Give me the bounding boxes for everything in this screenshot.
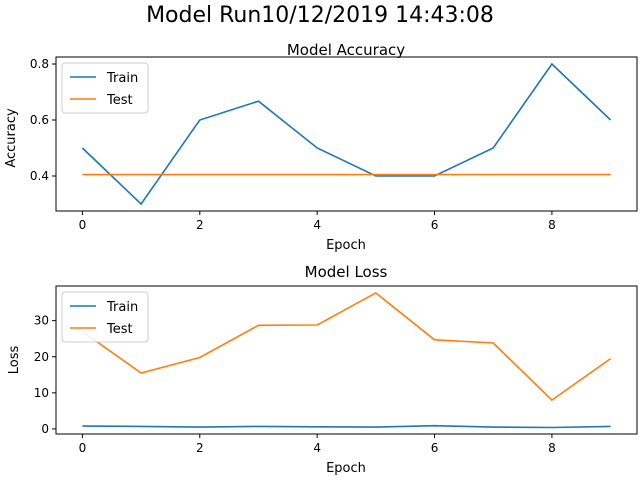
accuracy-x-tick-label: 0 <box>79 218 87 232</box>
loss-x-tick-label: 6 <box>431 441 439 455</box>
loss-plot-frame <box>55 285 638 435</box>
figure-title: Model Run10/12/2019 14:43:08 <box>146 3 494 28</box>
accuracy-y-tick-label: 0.6 <box>30 113 49 127</box>
loss-x-tick-label: 0 <box>79 441 87 455</box>
loss-legend-label: Train <box>106 300 138 315</box>
accuracy-y-tick-label: 0.8 <box>30 57 49 71</box>
loss-legend: Train Test <box>61 291 149 343</box>
loss-y-tick-label: 0 <box>41 422 49 436</box>
loss-y-tick-label: 10 <box>34 386 49 400</box>
loss-series-train-line <box>82 424 611 429</box>
loss-legend-box <box>61 291 149 343</box>
accuracy-plot-frame <box>55 56 638 212</box>
accuracy-x-tick-label: 2 <box>196 218 204 232</box>
accuracy-legend-box <box>61 62 149 114</box>
loss-series-test-line <box>81 291 612 402</box>
accuracy-chart-title: Model Accuracy <box>287 41 405 59</box>
accuracy-panel: Model Accuracy Epoch Accuracy 0 2 4 6 8 0.4 0.… <box>4 41 638 253</box>
accuracy-x-tick-label: 8 <box>548 218 556 232</box>
loss-x-tick-label: 8 <box>548 441 556 455</box>
accuracy-legend: Train Test <box>61 62 149 114</box>
accuracy-x-axis-label: Epoch <box>326 238 366 253</box>
accuracy-x-tick-label: 6 <box>431 218 439 232</box>
loss-x-tick-label: 4 <box>313 441 321 455</box>
loss-y-tick-label: 30 <box>34 314 49 328</box>
loss-series-layer <box>81 291 612 429</box>
loss-chart-title: Model Loss <box>305 263 388 281</box>
loss-y-tick-label: 20 <box>34 350 49 364</box>
accuracy-y-tick-label: 0.4 <box>30 169 49 183</box>
accuracy-legend-label: Train <box>106 71 138 86</box>
loss-ticks-layer: 0 2 4 6 8 0 10 20 30 <box>34 314 556 455</box>
accuracy-legend-label: Test <box>106 93 133 108</box>
loss-x-tick-label: 2 <box>196 441 204 455</box>
loss-panel: Model Loss Epoch Loss 0 2 4 6 8 0 10 20 30 Train… <box>7 263 638 476</box>
accuracy-series-train-line <box>81 62 612 206</box>
loss-legend-label: Test <box>106 322 133 337</box>
accuracy-y-axis-label: Accuracy <box>4 108 19 168</box>
accuracy-ticks-layer: 0 2 4 6 8 0.4 0.6 0.8 <box>30 57 556 232</box>
accuracy-series-layer <box>81 62 612 206</box>
accuracy-x-tick-label: 4 <box>313 218 321 232</box>
loss-y-axis-label: Loss <box>7 346 22 375</box>
loss-x-axis-label: Epoch <box>326 461 366 476</box>
